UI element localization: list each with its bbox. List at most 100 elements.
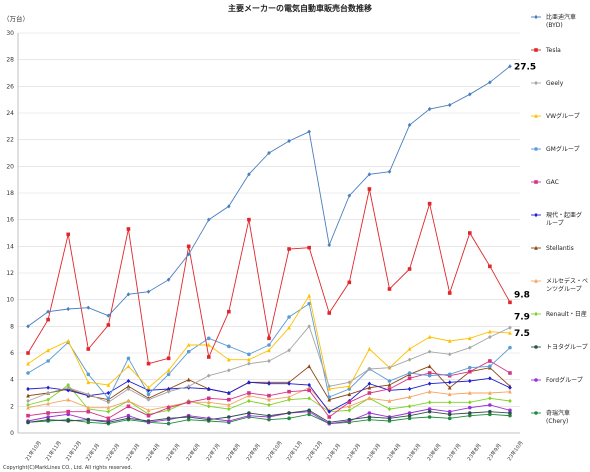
data-point (227, 309, 231, 314)
data-point (166, 386, 171, 392)
legend-item: トヨタグループ (531, 343, 588, 351)
data-point (166, 356, 171, 361)
data-point (66, 397, 70, 402)
data-point (227, 344, 231, 349)
data-point (186, 342, 191, 347)
data-point (307, 245, 311, 250)
legend-label: Fordグループ (546, 376, 583, 384)
data-point (307, 396, 311, 401)
data-point (46, 417, 50, 422)
data-point (327, 386, 332, 391)
data-point (66, 232, 70, 237)
series-line (27, 65, 511, 327)
data-point (387, 398, 392, 403)
data-point (427, 349, 432, 354)
data-point (488, 359, 492, 363)
data-point (206, 336, 211, 341)
data-point (267, 393, 271, 398)
data-point (26, 386, 30, 392)
data-point (206, 396, 211, 401)
data-point (447, 102, 452, 108)
data-point (534, 212, 538, 218)
data-point (347, 380, 352, 385)
data-point (488, 376, 492, 381)
data-point (508, 385, 512, 390)
data-point (287, 138, 291, 144)
data-point (206, 400, 211, 405)
x-tick-label: 22年9月 (245, 442, 262, 462)
value-callout: 27.5 (514, 62, 536, 72)
data-point (427, 415, 432, 419)
data-point (534, 378, 538, 382)
series-group (26, 376, 512, 414)
x-tick-label: 22年4月 (144, 442, 161, 462)
data-point (126, 378, 131, 384)
legend-item: GMグループ (531, 145, 579, 153)
data-point (287, 389, 291, 394)
legend-label: GMグループ (546, 145, 579, 153)
data-point (86, 380, 91, 385)
y-axis-unit-label: （万台） (3, 14, 29, 23)
y-tick-label: 14 (6, 243, 14, 250)
y-tick-label: 4 (10, 377, 14, 384)
data-point (307, 408, 311, 413)
x-tick-label: 22年1月 (84, 442, 101, 462)
data-point (186, 349, 191, 354)
data-point (508, 330, 512, 335)
legend-label: 奇瑞汽車(Chery) (546, 409, 570, 425)
data-point (86, 305, 91, 310)
series-group (26, 408, 512, 425)
data-point (387, 379, 392, 383)
data-point (267, 348, 271, 353)
data-point (508, 389, 512, 394)
data-point (287, 325, 291, 330)
data-point (86, 409, 91, 414)
y-tick-label: 2 (10, 403, 14, 410)
data-point (534, 14, 538, 20)
data-point (427, 364, 432, 369)
data-point (46, 317, 50, 322)
legend-label: Tesla (545, 47, 561, 54)
data-point (106, 400, 111, 405)
data-point (488, 396, 492, 401)
data-point (367, 396, 372, 401)
data-point (227, 368, 231, 373)
data-point (427, 334, 432, 339)
data-point (447, 392, 452, 397)
data-point (407, 376, 412, 381)
data-point (468, 345, 472, 350)
x-tick-label: 23年5月 (405, 442, 422, 462)
series-lines (26, 64, 512, 426)
data-point (447, 409, 452, 414)
data-point (46, 309, 50, 314)
legend-item: 奇瑞汽車(Chery) (531, 409, 570, 425)
data-point (327, 397, 332, 402)
data-point (106, 313, 111, 318)
data-point (488, 403, 492, 407)
data-point (347, 417, 352, 422)
legend-item: GAC (531, 179, 559, 186)
data-point (247, 380, 251, 385)
data-point (46, 415, 50, 419)
data-point (166, 416, 171, 421)
legend: 比亜迪汽車(BYD) Tesla Geely VWグループ GMグループ GAC 現代・起亜… (531, 13, 588, 425)
data-point (186, 415, 191, 419)
data-point (206, 217, 211, 222)
data-point (166, 372, 171, 377)
data-point (508, 64, 512, 69)
data-point (206, 386, 211, 392)
data-point (26, 393, 30, 398)
legend-item: メルセデス・ベンツグループ (531, 277, 588, 293)
data-point (534, 80, 538, 86)
data-point (26, 361, 30, 366)
data-point (126, 413, 131, 418)
data-point (387, 406, 392, 412)
x-tick-label: 23年8月 (466, 442, 483, 462)
data-point (106, 382, 111, 387)
data-point (126, 227, 131, 231)
data-point (447, 400, 452, 405)
data-point (387, 169, 392, 174)
data-point (227, 415, 231, 419)
data-point (206, 404, 211, 409)
data-point (267, 358, 271, 364)
